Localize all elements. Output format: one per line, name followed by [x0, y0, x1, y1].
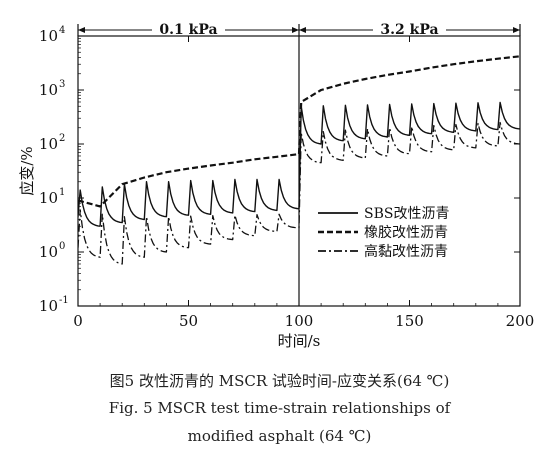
figure-caption-chinese: 图5 改性沥青的 MSCR 试验时间-应变关系(64 ℃) — [109, 372, 450, 390]
y-axis-label: 应变/% — [18, 146, 36, 195]
y-tick-label: 10 — [39, 189, 58, 207]
y-tick-exponent: 2 — [59, 133, 65, 144]
legend-label: 橡胶改性沥青 — [364, 224, 448, 241]
x-tick-label: 50 — [179, 312, 198, 330]
series-line-2 — [78, 121, 520, 265]
y-tick-exponent: 3 — [59, 79, 65, 90]
legend-bg — [314, 203, 514, 221]
series-group — [78, 55, 520, 265]
x-tick-label: 150 — [395, 312, 424, 330]
y-tick-label: 10 — [39, 297, 58, 315]
x-axis-label: 时间/s — [278, 332, 321, 350]
region-arrow-head-right — [513, 27, 520, 33]
region-label-bg — [152, 16, 225, 32]
x-tick-label: 100 — [285, 312, 314, 330]
y-tick-exponent: 1 — [59, 187, 65, 198]
legend-label: SBS改性沥青 — [364, 206, 449, 222]
x-tick-label: 200 — [506, 312, 535, 330]
figure-caption-english-line1: Fig. 5 MSCR test time-strain relationshi… — [108, 399, 451, 417]
figure-caption-english-line2: modified asphalt (64 ℃) — [187, 427, 372, 445]
series-line-1 — [78, 55, 520, 208]
region-arrow-head-left — [299, 27, 306, 33]
legend-label: 高黏改性沥青 — [364, 243, 448, 260]
x-tick-label: 0 — [73, 312, 83, 330]
y-tick-label: 10 — [39, 81, 58, 99]
region-arrow-head-right — [292, 27, 299, 33]
y-tick-label: 10 — [39, 27, 58, 45]
legend-bg — [314, 241, 514, 259]
region-arrow-head-left — [78, 27, 85, 33]
y-tick-label: 10 — [39, 135, 58, 153]
region-label: 0.1 kPa — [159, 22, 217, 38]
y-tick-exponent: 4 — [59, 25, 65, 36]
y-tick-label: 10 — [39, 243, 58, 261]
region-label-bg — [373, 16, 446, 32]
region-label: 3.2 kPa — [380, 22, 438, 38]
series-line-0 — [78, 101, 520, 227]
y-tick-exponent: -1 — [59, 295, 69, 306]
legend-bg — [314, 222, 514, 240]
y-tick-exponent: 0 — [59, 241, 65, 252]
